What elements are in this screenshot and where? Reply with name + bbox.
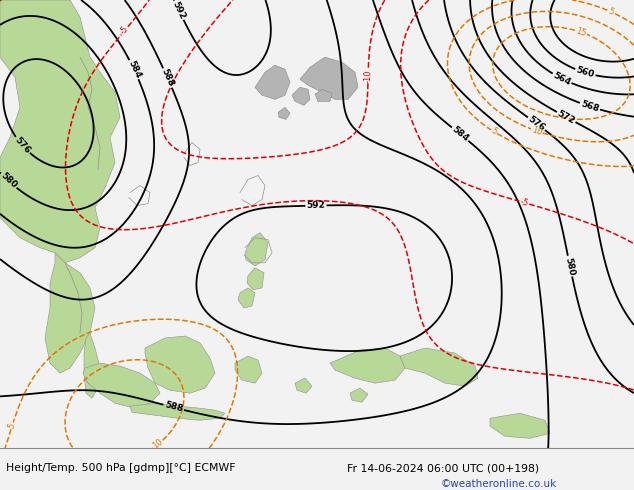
Polygon shape xyxy=(255,65,290,99)
Text: 5: 5 xyxy=(7,422,17,430)
Polygon shape xyxy=(490,413,550,439)
Text: 588: 588 xyxy=(160,68,176,88)
Text: 576: 576 xyxy=(526,115,547,133)
Text: 564: 564 xyxy=(552,71,573,87)
Text: -10: -10 xyxy=(363,69,373,83)
Text: 588: 588 xyxy=(164,401,184,414)
Polygon shape xyxy=(278,107,290,120)
Polygon shape xyxy=(145,336,215,393)
Text: 15: 15 xyxy=(574,26,588,38)
Text: 584: 584 xyxy=(126,59,142,80)
Polygon shape xyxy=(83,363,160,408)
Polygon shape xyxy=(292,87,310,105)
Text: 576: 576 xyxy=(13,135,32,155)
Text: 10: 10 xyxy=(151,438,165,451)
Text: 560: 560 xyxy=(575,66,595,80)
Polygon shape xyxy=(300,57,358,99)
Polygon shape xyxy=(45,253,95,373)
Text: 592: 592 xyxy=(171,0,187,21)
Polygon shape xyxy=(0,0,120,263)
Polygon shape xyxy=(295,378,312,393)
Text: ©weatheronline.co.uk: ©weatheronline.co.uk xyxy=(441,479,557,489)
Text: 592: 592 xyxy=(306,201,325,210)
Text: 580: 580 xyxy=(564,256,576,276)
Text: -5: -5 xyxy=(519,197,529,208)
Text: 568: 568 xyxy=(579,99,600,114)
Polygon shape xyxy=(245,233,268,266)
Polygon shape xyxy=(400,348,478,386)
Polygon shape xyxy=(238,288,255,308)
Text: -5: -5 xyxy=(119,24,131,37)
Text: 5: 5 xyxy=(489,126,499,137)
Polygon shape xyxy=(330,348,405,383)
Polygon shape xyxy=(235,356,262,383)
Polygon shape xyxy=(84,333,100,398)
Text: Height/Temp. 500 hPa [gdmp][°C] ECMWF: Height/Temp. 500 hPa [gdmp][°C] ECMWF xyxy=(6,464,236,473)
Polygon shape xyxy=(247,268,264,290)
Text: 572: 572 xyxy=(556,109,576,125)
Text: 584: 584 xyxy=(450,124,470,144)
Polygon shape xyxy=(315,89,332,101)
Text: Fr 14-06-2024 06:00 UTC (00+198): Fr 14-06-2024 06:00 UTC (00+198) xyxy=(347,464,540,473)
Text: 5: 5 xyxy=(607,6,615,17)
Text: 10: 10 xyxy=(531,125,543,137)
Polygon shape xyxy=(350,388,368,402)
Text: 580: 580 xyxy=(0,172,18,191)
Polygon shape xyxy=(130,403,225,420)
